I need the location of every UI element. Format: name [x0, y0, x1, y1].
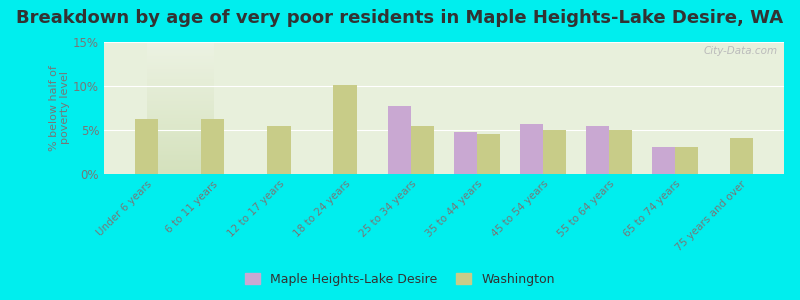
- Bar: [454, 132, 477, 174]
- Bar: [411, 126, 434, 174]
- Bar: [388, 106, 411, 174]
- Bar: [334, 85, 357, 174]
- Bar: [520, 124, 543, 174]
- Bar: [652, 147, 675, 174]
- Text: City-Data.com: City-Data.com: [703, 46, 778, 56]
- Bar: [609, 130, 632, 174]
- Bar: [202, 118, 225, 174]
- Y-axis label: % below half of
poverty level: % below half of poverty level: [49, 65, 70, 151]
- Bar: [135, 119, 158, 174]
- Bar: [543, 130, 566, 174]
- Bar: [477, 134, 500, 174]
- Text: Breakdown by age of very poor residents in Maple Heights-Lake Desire, WA: Breakdown by age of very poor residents …: [17, 9, 783, 27]
- Bar: [675, 147, 698, 174]
- Bar: [267, 127, 290, 174]
- Bar: [586, 126, 609, 174]
- Legend: Maple Heights-Lake Desire, Washington: Maple Heights-Lake Desire, Washington: [240, 268, 560, 291]
- Bar: [730, 138, 753, 174]
